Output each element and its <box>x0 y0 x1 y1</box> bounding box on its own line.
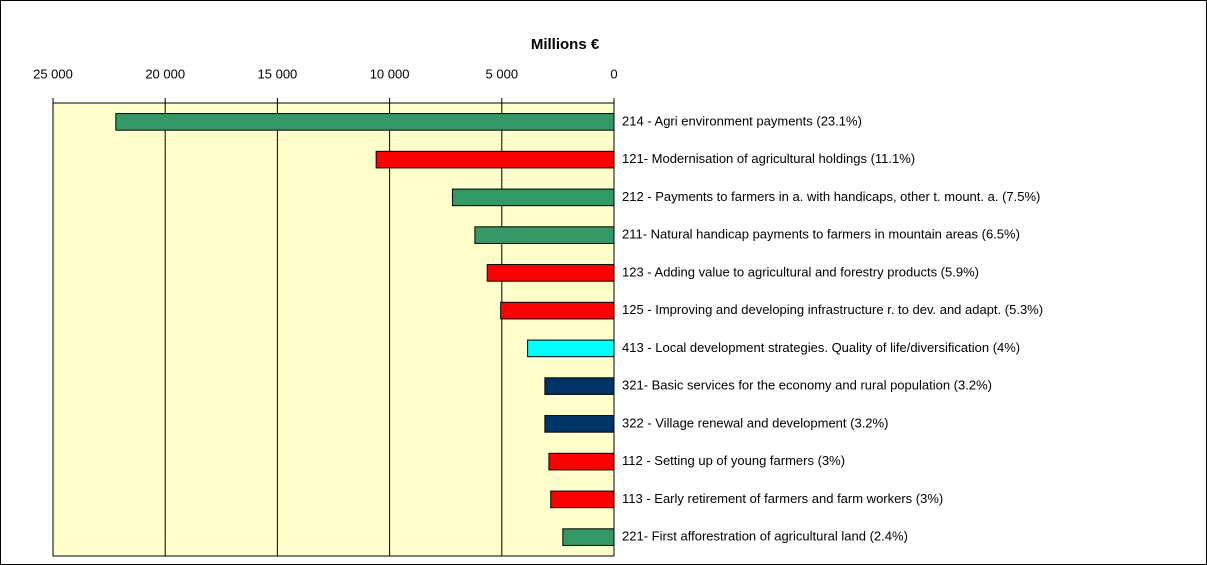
y-tick-label: 221- First afforestration of agricultura… <box>622 529 908 544</box>
bar <box>527 339 615 358</box>
bar <box>474 226 615 244</box>
y-tick-label: 121- Modernisation of agricultural holdi… <box>622 151 915 166</box>
bar <box>544 415 615 433</box>
bar <box>500 301 615 320</box>
y-tick-label: 211- Natural handicap payments to farmer… <box>622 227 1020 242</box>
plot-area <box>53 103 614 556</box>
bar <box>548 452 615 471</box>
y-tick-label: 123 - Adding value to agricultural and f… <box>622 264 979 279</box>
y-tick-label: 413 - Local development strategies. Qual… <box>622 340 1020 355</box>
x-tick-label: 0 <box>610 66 617 81</box>
y-tick-label: 125 - Improving and developing infrastru… <box>622 302 1043 317</box>
bar <box>375 150 615 169</box>
bar <box>486 264 615 282</box>
y-tick-label: 322 - Village renewal and development (3… <box>622 415 888 430</box>
plot-border <box>52 102 615 557</box>
bar <box>550 490 615 509</box>
y-tick-label: 321- Basic services for the economy and … <box>622 378 992 393</box>
bar <box>451 188 615 207</box>
y-tick-label: 113 - Early retirement of farmers and fa… <box>622 491 943 506</box>
y-tick-label: 112 - Setting up of young farmers (3%) <box>622 453 845 468</box>
x-tick-label: 15 000 <box>258 66 298 81</box>
bar <box>115 113 615 131</box>
x-tick-label: 20 000 <box>145 66 185 81</box>
chart-title: Millions € <box>531 36 600 53</box>
x-tick-label: 10 000 <box>370 66 410 81</box>
x-tick-label: 25 000 <box>33 66 73 81</box>
y-tick-label: 212 - Payments to farmers in a. with han… <box>622 189 1040 204</box>
bar <box>562 528 615 546</box>
bar <box>544 377 615 395</box>
x-tick-label: 5 000 <box>486 66 519 81</box>
y-tick-label: 214 - Agri environment payments (23.1%) <box>622 113 862 128</box>
